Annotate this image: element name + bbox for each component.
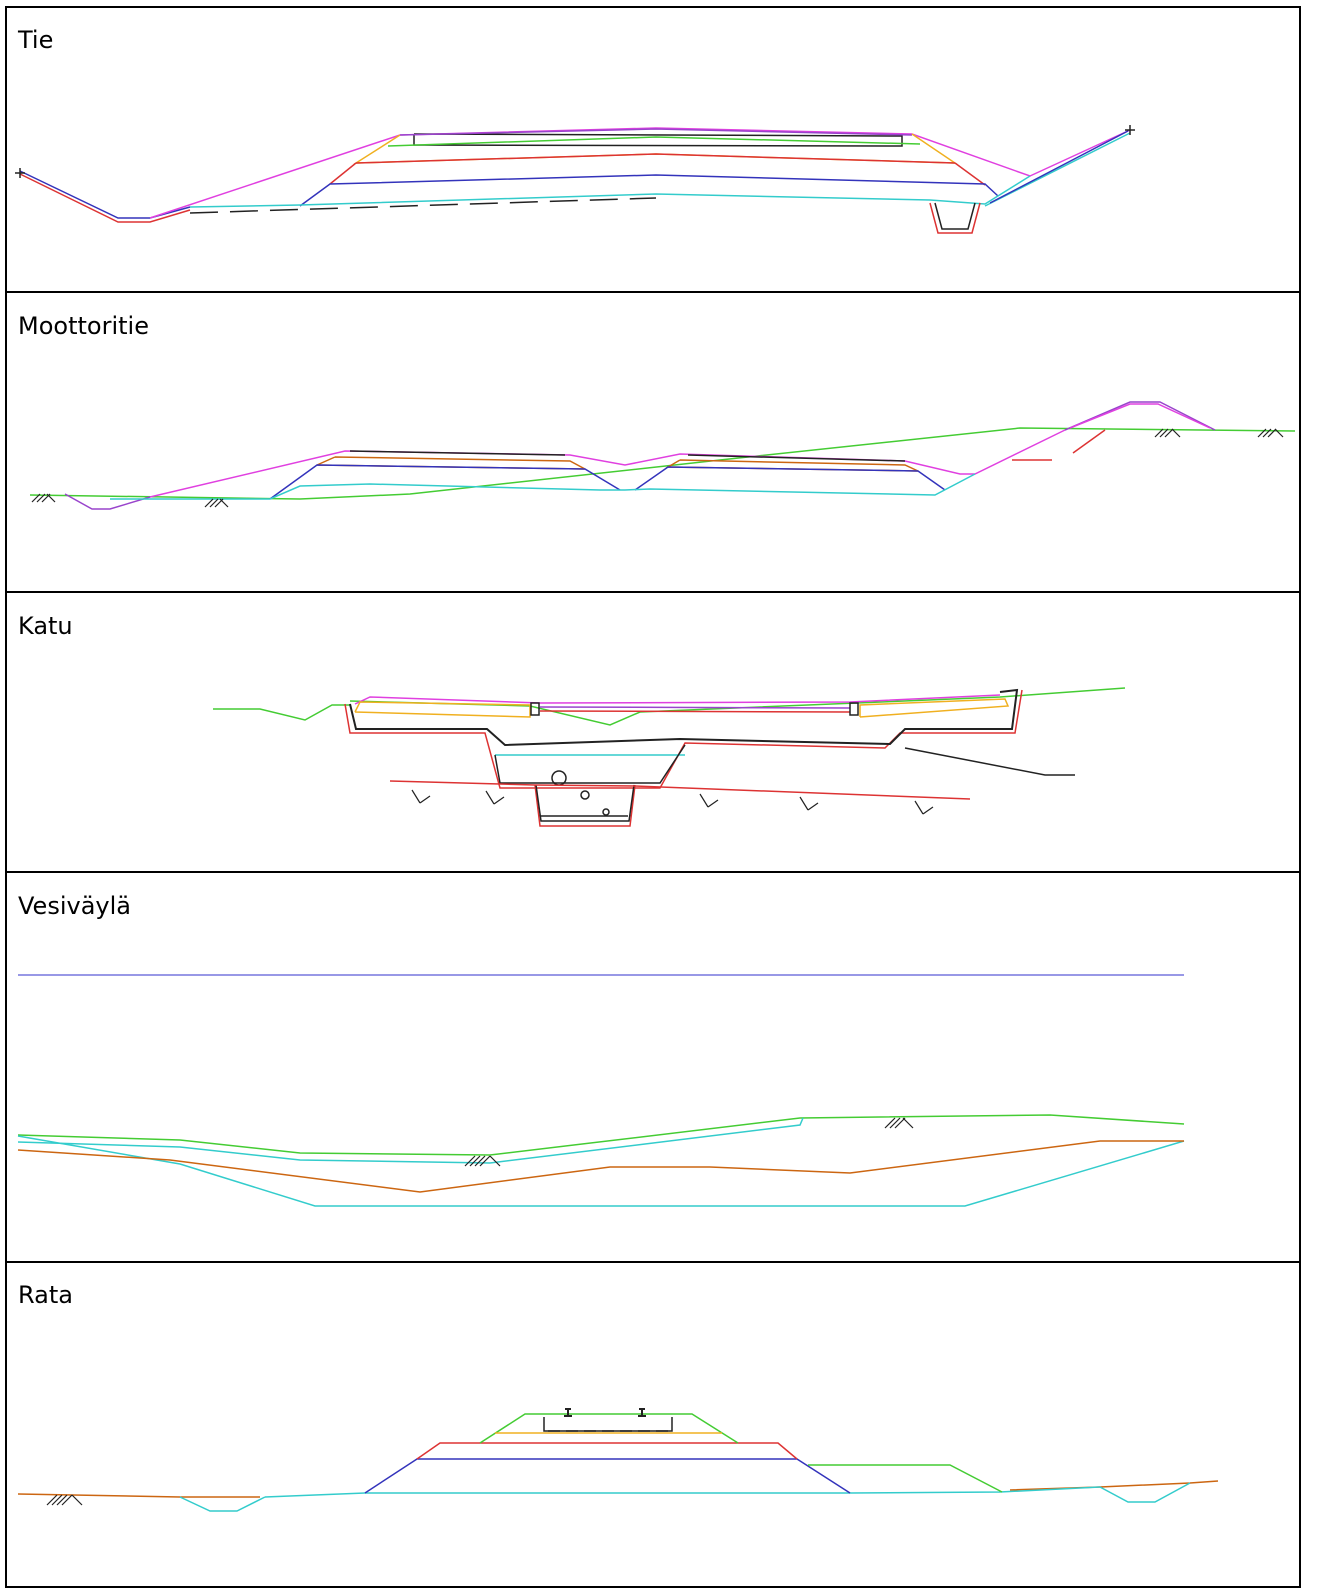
section-label-vesivayla: Vesiväylä bbox=[18, 892, 131, 920]
row-divider bbox=[5, 1261, 1301, 1263]
katu-surface-purple bbox=[539, 706, 851, 709]
moottoritie-berm-inner bbox=[1069, 403, 1211, 429]
rata-red bbox=[416, 1442, 798, 1460]
moottoritie-ditch-left bbox=[64, 493, 151, 510]
moottoritie-section bbox=[29, 401, 1296, 510]
tie-red-layer bbox=[355, 153, 956, 164]
katu-lower-trench-red bbox=[534, 784, 636, 827]
pipe-icon bbox=[602, 808, 610, 816]
rata-blue bbox=[364, 1458, 851, 1494]
tie-pavement-black bbox=[413, 133, 903, 147]
moottoritie-ground bbox=[29, 427, 1296, 500]
section-label-moottoritie: Moottoritie bbox=[18, 312, 149, 340]
rata-base-cyan bbox=[264, 1486, 1101, 1498]
katu-bedrock bbox=[389, 780, 971, 800]
tie-cyan-layer bbox=[189, 175, 1031, 208]
rata-ballast-green bbox=[479, 1413, 739, 1444]
moottoritie-blue-left bbox=[269, 464, 621, 500]
section-label-tie: Tie bbox=[18, 26, 54, 54]
katu-section bbox=[213, 687, 1126, 827]
moottoritie-berm bbox=[1064, 401, 1216, 431]
rata-ditch-left bbox=[179, 1496, 266, 1512]
katu-outline-red bbox=[344, 689, 1023, 789]
vesivayla-section bbox=[17, 974, 1185, 1207]
row-divider bbox=[5, 591, 1301, 593]
section-label-katu: Katu bbox=[18, 612, 73, 640]
katu-black-slope bbox=[904, 747, 1075, 776]
katu-surface-magenta bbox=[354, 694, 1001, 705]
katu-ground bbox=[213, 704, 350, 721]
katu-outline-black bbox=[349, 688, 1019, 747]
katu-surface-red bbox=[539, 710, 851, 713]
katu-trench bbox=[494, 744, 686, 784]
tie-green-layer bbox=[387, 136, 921, 147]
tie-ditch-left-lower bbox=[19, 170, 191, 219]
rata-green-right bbox=[808, 1464, 1003, 1493]
rata-sleeper bbox=[543, 1417, 673, 1432]
rata-ditch-right bbox=[1099, 1482, 1191, 1503]
tie-road-section bbox=[15, 125, 1135, 234]
tie-red-slope-right bbox=[954, 162, 986, 186]
moottoritie-cyan bbox=[110, 473, 976, 500]
pipe-icon bbox=[580, 790, 590, 800]
ground-hatch-icon bbox=[31, 428, 1284, 508]
row-divider bbox=[5, 871, 1301, 873]
moottoritie-red-dash bbox=[1072, 429, 1106, 454]
katu-curb-right bbox=[849, 702, 859, 716]
tie-right-slope-red bbox=[989, 130, 1129, 204]
ground-hatch-icon bbox=[46, 1494, 83, 1506]
vesivayla-cyan-channel bbox=[17, 1135, 1185, 1207]
row-divider bbox=[5, 291, 1301, 293]
tie-drain-red bbox=[929, 202, 981, 234]
rata-section bbox=[17, 1408, 1219, 1512]
rail-icon bbox=[564, 1408, 646, 1417]
katu-orange-left bbox=[354, 701, 531, 718]
katu-lower-trench-black bbox=[535, 784, 635, 822]
tie-yellow-layer bbox=[353, 133, 958, 164]
tie-pavement-purple bbox=[399, 128, 913, 136]
ground-hatch-icon bbox=[464, 1117, 914, 1167]
katu-orange-right bbox=[859, 698, 1010, 718]
moottoritie-blue-right bbox=[634, 466, 946, 491]
table-frame bbox=[5, 6, 1301, 1588]
vesivayla-green bbox=[17, 1114, 1185, 1156]
tie-blue-layer bbox=[299, 174, 999, 207]
katu-curb-left bbox=[530, 702, 540, 716]
rata-ground-orange bbox=[17, 1493, 260, 1498]
tie-ditch-left-upper bbox=[19, 173, 191, 223]
vesivayla-cyan-top bbox=[17, 1117, 804, 1164]
tie-surface-line bbox=[149, 127, 1131, 219]
section-label-rata: Rata bbox=[18, 1281, 73, 1309]
bedrock-tick-icon bbox=[411, 789, 934, 815]
tie-drain-black bbox=[934, 202, 976, 230]
moottoritie-pavement-left bbox=[349, 450, 566, 456]
tie-red-slope bbox=[329, 162, 357, 185]
vesivayla-orange bbox=[17, 1140, 1184, 1193]
moottoritie-pavement-right bbox=[687, 454, 906, 462]
